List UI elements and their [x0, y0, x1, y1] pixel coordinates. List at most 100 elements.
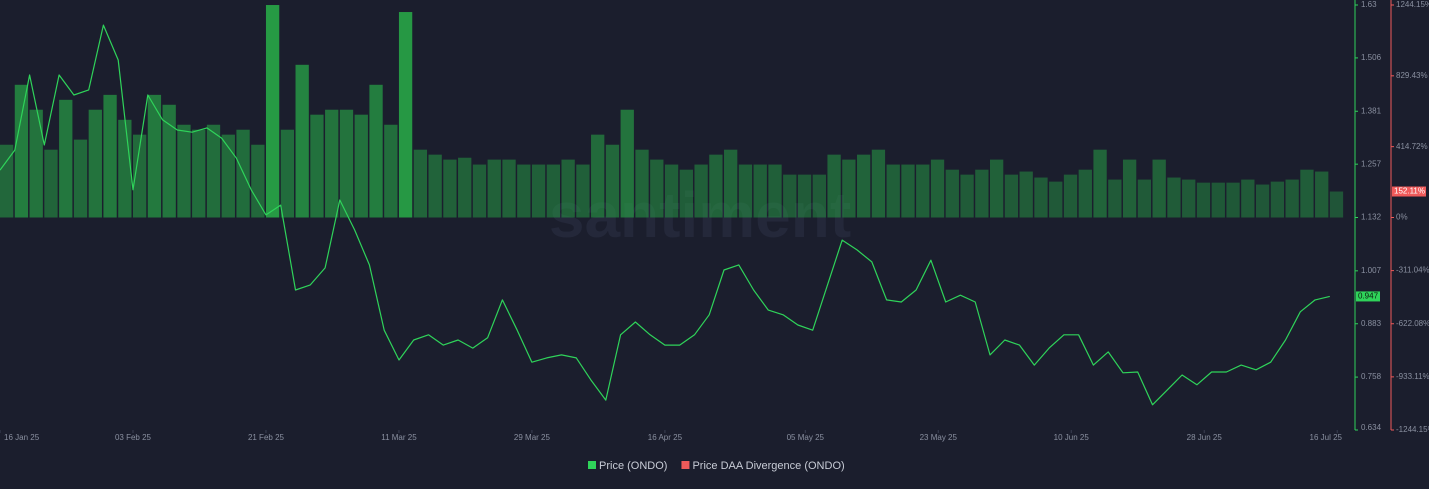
divergence-bar — [1241, 179, 1255, 218]
legend-swatch[interactable] — [588, 461, 596, 469]
x-tick-label: 03 Feb 25 — [115, 433, 152, 442]
divergence-bar — [1078, 169, 1092, 218]
x-tick-label: 05 May 25 — [787, 433, 825, 442]
y2-tick-label: 0% — [1396, 213, 1408, 222]
y-tick-label: 1.506 — [1361, 53, 1382, 62]
current-price-badge — [1356, 291, 1380, 302]
divergence-bar — [886, 164, 900, 218]
divergence-bar — [664, 164, 679, 218]
divergence-bar — [797, 174, 812, 218]
divergence-bar — [1063, 174, 1078, 218]
divergence-bar — [73, 139, 88, 218]
divergence-bar — [1019, 171, 1033, 218]
y-tick-label: 0.634 — [1361, 423, 1382, 432]
y-tick-label: 1.007 — [1361, 266, 1382, 275]
lines — [0, 24, 1330, 406]
divergence-bar — [768, 164, 782, 218]
divergence-bar — [930, 159, 945, 218]
divergence-bar — [0, 144, 14, 218]
divergence-bar — [1034, 177, 1048, 218]
bars — [0, 5, 1344, 218]
divergence-bar — [1049, 181, 1063, 218]
y2-tick-label: 829.43% — [1396, 71, 1428, 80]
y-tick-label: 1.63 — [1361, 0, 1377, 9]
x-tick-label: 11 Mar 25 — [381, 433, 417, 442]
divergence-bar — [975, 169, 989, 218]
axes: 1.63 1.506 1.381 1.257 1.132 1.007 0.883 0.758 0… — [0, 0, 1429, 442]
divergence-bar — [1285, 179, 1299, 218]
divergence-bar — [1300, 169, 1314, 218]
divergence-bar — [502, 159, 516, 218]
divergence-bar — [1182, 179, 1196, 218]
divergence-bar — [1152, 159, 1166, 218]
y-tick-label: 1.381 — [1361, 106, 1382, 115]
divergence-bar — [1255, 184, 1270, 218]
divergence-bar — [650, 159, 664, 218]
divergence-bar — [88, 109, 102, 218]
y2-tick-label: -933.11% — [1396, 372, 1429, 381]
divergence-bar — [310, 114, 324, 218]
divergence-bar — [1196, 182, 1211, 218]
divergence-bar — [177, 124, 191, 218]
x-tick-label: 16 Jul 25 — [1310, 433, 1343, 442]
divergence-bar — [738, 164, 753, 218]
divergence-bar — [960, 174, 974, 218]
divergence-bar — [1226, 182, 1240, 218]
price-line — [0, 24, 1330, 406]
y2-tick-label: -622.08% — [1396, 319, 1429, 328]
divergence-bar — [295, 64, 309, 218]
divergence-bar — [147, 94, 162, 218]
divergence-bar — [916, 164, 930, 218]
x-tick-label: 16 Apr 25 — [648, 433, 683, 442]
x-tick-label: 29 Mar 25 — [514, 433, 551, 442]
legend-label[interactable]: Price (ONDO) — [599, 460, 667, 472]
divergence-bar — [221, 134, 235, 218]
divergence-bar — [206, 124, 221, 218]
divergence-bar — [413, 149, 428, 218]
divergence-bar — [192, 129, 206, 218]
legend-swatch[interactable] — [681, 461, 690, 469]
current-price-label: 0.947 — [1358, 292, 1379, 301]
divergence-bar — [1329, 191, 1344, 218]
divergence-bar — [783, 174, 797, 218]
divergence-bar — [709, 154, 723, 218]
divergence-bar — [354, 114, 368, 218]
current-divergence-label: 152.11% — [1394, 187, 1425, 196]
divergence-bar — [989, 159, 1004, 218]
divergence-bar — [1137, 179, 1152, 218]
divergence-bar — [531, 164, 546, 218]
y-tick-label: 0.758 — [1361, 372, 1382, 381]
divergence-bar — [827, 154, 841, 218]
divergence-bar — [1167, 177, 1181, 218]
divergence-bar — [458, 157, 472, 218]
y2-tick-label: -311.04% — [1396, 266, 1429, 275]
divergence-bar — [591, 134, 605, 218]
divergence-bar — [1315, 171, 1329, 218]
divergence-bar — [443, 159, 457, 218]
divergence-bar — [517, 164, 531, 218]
divergence-bar — [251, 144, 265, 218]
y-tick-label: 1.257 — [1361, 159, 1382, 168]
divergence-bar — [576, 164, 590, 218]
divergence-bar — [369, 84, 383, 218]
divergence-bar — [1122, 159, 1137, 218]
divergence-bar — [812, 174, 826, 218]
legend-label[interactable]: Price DAA Divergence (ONDO) — [692, 460, 844, 472]
divergence-bar — [29, 109, 43, 218]
divergence-bar — [162, 104, 176, 218]
divergence-bar — [487, 159, 501, 218]
x-tick-label: 28 Jun 25 — [1187, 433, 1223, 442]
divergence-bar — [679, 169, 693, 218]
divergence-bar — [118, 119, 132, 218]
divergence-bar — [945, 169, 959, 218]
divergence-bar — [753, 164, 767, 218]
y2-tick-label: -1244.15% — [1396, 425, 1429, 434]
divergence-bar — [265, 5, 280, 218]
x-tick-label: 16 Jan 25 — [4, 433, 40, 442]
divergence-bar — [339, 109, 354, 218]
y-tick-label: 0.883 — [1361, 319, 1382, 328]
current-divergence-badge — [1392, 186, 1426, 197]
y2-tick-label: 1244.15% — [1396, 0, 1429, 9]
